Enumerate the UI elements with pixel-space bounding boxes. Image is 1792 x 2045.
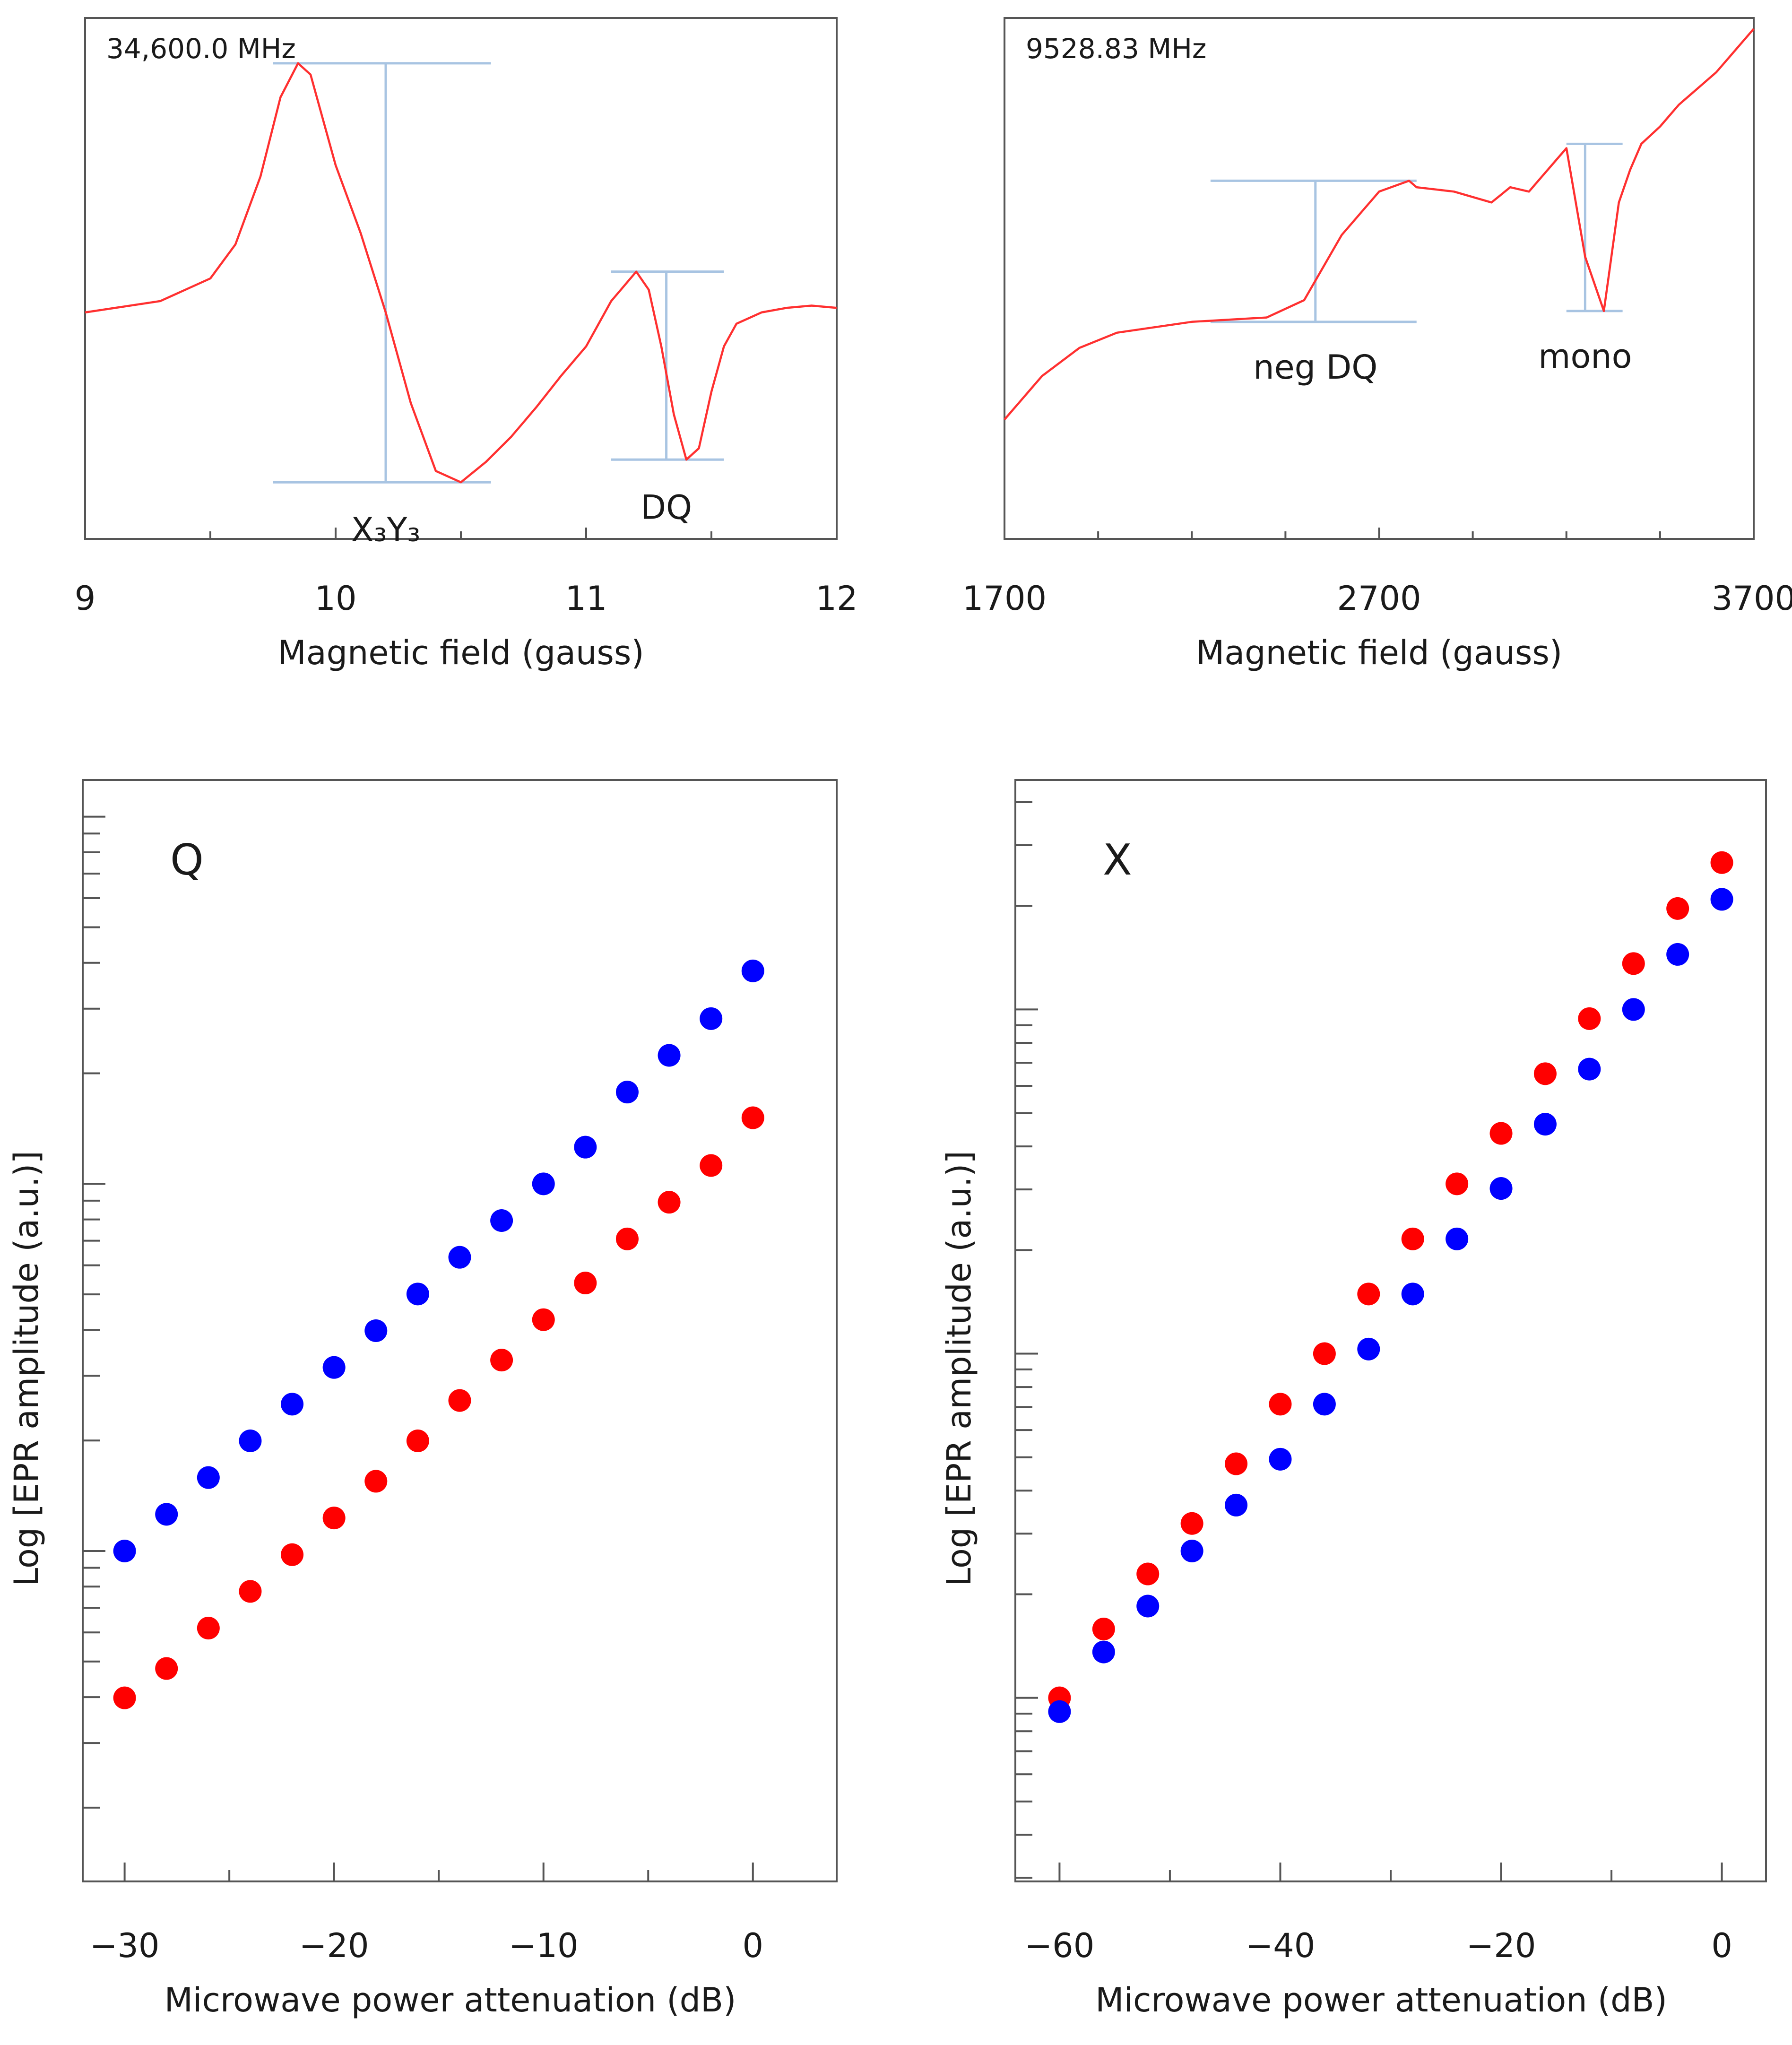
data-point-red [1710,851,1733,874]
x-tick-label: −20 [299,1926,369,1965]
data-point-red [1313,1342,1336,1365]
data-point-red [490,1349,513,1372]
data-point-red [700,1154,723,1177]
data-point-blue [700,1007,723,1030]
data-point-red [1092,1618,1115,1641]
data-point-red [1136,1562,1160,1586]
data-point-red [615,1227,639,1250]
data-point-red [1269,1393,1292,1416]
x-tick-label: 10 [314,579,356,618]
x-tick-label: −20 [1466,1926,1536,1965]
data-point-red [113,1686,136,1709]
data-point-blue [1313,1393,1336,1416]
x-tick-label: 1700 [962,579,1047,618]
x-band-spectrum-panel: 1700 2700 3700 neg DQ mono 9528.83 MHz Magneti… [962,17,1792,672]
x-tick-label: −30 [90,1926,160,1965]
data-point-red [532,1308,555,1331]
x-tick-label: 12 [815,579,857,618]
data-point-blue [322,1356,346,1379]
data-point-red [155,1657,178,1680]
x-tick-label: 0 [1711,1926,1732,1965]
data-point-blue [1401,1282,1424,1306]
data-point-red [1225,1452,1248,1475]
data-point-red [1446,1172,1469,1196]
data-point-blue [448,1246,471,1269]
spectrum-line [85,62,837,484]
q-band-spectrum-panel: 9 10 11 12 X₃Y₃ DQ 34,600.0 MHz Magnetic field … [75,17,858,672]
data-point-blue [532,1172,555,1196]
data-point-blue [1533,1113,1557,1136]
x-axis-title: Microwave power attenuation (dB) [1095,1981,1667,2019]
annotation-label: DQ [641,488,692,527]
x-tick-label: 11 [565,579,607,618]
data-point-red [197,1617,220,1640]
data-point-blue [113,1540,136,1562]
data-point-red [1180,1512,1203,1535]
data-point-blue [1180,1540,1203,1562]
data-point-red [1666,897,1689,920]
data-point-blue [1666,943,1689,966]
data-point-red [239,1580,262,1603]
data-point-blue [155,1503,178,1526]
data-point-red [741,1106,764,1129]
x-tick-label: 3700 [1712,579,1792,618]
spectrum-line [1004,28,1755,420]
data-point-blue [197,1466,220,1489]
x-tick-label: −60 [1025,1926,1095,1965]
frequency-label: 9528.83 MHz [1026,33,1206,65]
data-point-red [322,1507,346,1530]
data-point-blue [281,1393,304,1416]
y-axis-title: Log [EPR amplitude (a.u.)] [7,1151,46,1586]
y-axis-title: Log [EPR amplitude (a.u.)] [940,1151,978,1586]
data-point-blue [615,1081,639,1104]
annotation-label: mono [1538,337,1632,376]
x-axis-title: Microwave power attenuation (dB) [164,1981,736,2019]
panel-label: Q [170,835,204,885]
x-tick-label: 9 [75,579,96,618]
data-point-blue [1622,998,1645,1021]
x-axis-title: Magnetic field (gauss) [277,633,644,672]
data-point-blue [490,1209,513,1232]
x-tick-label: 2700 [1337,579,1421,618]
data-point-blue [741,959,764,982]
x-axis-title: Magnetic field (gauss) [1196,633,1562,672]
x-band-power-panel: −60 −40 −20 0 X Microwave power attenuation (… [940,779,1767,2019]
data-point-red [364,1470,388,1493]
frequency-label: 34,600.0 MHz [106,33,296,65]
data-point-red [406,1430,429,1452]
data-point-blue [574,1135,597,1159]
data-point-red [281,1543,304,1566]
data-point-blue [1357,1337,1380,1360]
data-point-red [1533,1062,1557,1085]
data-point-blue [1136,1594,1160,1618]
data-point-blue [364,1319,388,1342]
data-point-blue [1225,1493,1248,1516]
data-point-red [1489,1122,1513,1145]
data-point-blue [1489,1177,1513,1200]
panel-label: X [1103,835,1132,885]
data-point-red [1578,1007,1601,1030]
x-tick-label: 0 [743,1926,764,1965]
annotation-label: X₃Y₃ [351,511,421,549]
data-point-blue [1446,1227,1469,1250]
data-point-red [448,1389,471,1412]
data-point-blue [1092,1640,1115,1664]
data-point-blue [1048,1700,1071,1723]
q-band-power-panel: −30 −20 −10 0 Q Microwave power attenuation (… [7,779,838,2019]
data-point-blue [658,1044,681,1067]
x-tick-label: −40 [1246,1926,1316,1965]
data-point-red [1401,1227,1424,1250]
data-point-blue [1269,1447,1292,1471]
data-point-blue [239,1430,262,1452]
data-point-blue [1578,1057,1601,1081]
data-point-red [1622,952,1645,975]
data-point-red [658,1191,681,1214]
x-tick-label: −10 [509,1926,579,1965]
data-point-blue [406,1282,429,1306]
data-point-red [574,1272,597,1295]
data-point-blue [1710,888,1733,911]
annotation-label: neg DQ [1253,348,1377,387]
data-point-red [1357,1282,1380,1306]
